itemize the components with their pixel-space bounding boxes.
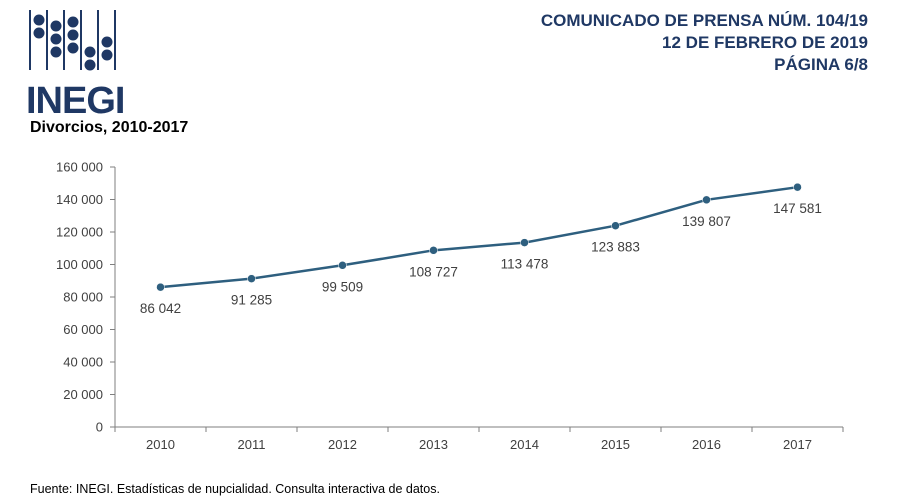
x-tick-label: 2012 — [328, 437, 357, 452]
data-label: 91 285 — [231, 293, 272, 308]
data-point — [338, 261, 347, 270]
series-line — [160, 185, 798, 289]
data-point — [793, 182, 802, 192]
y-tick-label: 60 000 — [63, 322, 103, 337]
data-label: 123 883 — [591, 240, 640, 255]
press-number: COMUNICADO DE PRENSA NÚM. 104/19 — [540, 11, 868, 30]
source-note: Fuente: INEGI. Estadísticas de nupcialid… — [30, 482, 440, 496]
page-number: PÁGINA 6/8 — [774, 55, 868, 74]
y-tick-label: 0 — [96, 420, 103, 435]
x-tick-label: 2015 — [601, 437, 630, 452]
data-point — [429, 246, 438, 255]
y-tick-label: 100 000 — [56, 257, 103, 272]
y-tick-label: 120 000 — [56, 225, 103, 240]
x-tick-label: 2011 — [238, 437, 266, 452]
inegi-logo: INEGI — [26, 8, 126, 120]
y-tick-label: 80 000 — [63, 290, 103, 305]
data-point — [156, 282, 165, 292]
press-header: COMUNICADO DE PRENSA NÚM. 104/19 12 DE F… — [541, 10, 868, 76]
data-label: 113 478 — [501, 257, 549, 272]
x-tick-label: 2010 — [146, 437, 175, 452]
series-divorcios — [156, 182, 802, 292]
data-label: 139 807 — [682, 214, 731, 229]
data-labels: 86 042 91 285 99 509 108 727 113 478 123 883 1… — [140, 201, 822, 316]
data-label: 99 509 — [322, 279, 363, 294]
chart-title: Divorcios, 2010-2017 — [30, 119, 189, 136]
x-tick-label: 2014 — [510, 437, 539, 452]
data-point — [611, 221, 620, 230]
line-chart: 0 20 000 40 000 60 000 80 000 100 000 120 000 1… — [56, 160, 844, 452]
x-tick-label: 2017 — [783, 437, 812, 452]
x-tick-label: 2016 — [692, 437, 721, 452]
y-tick-label: 140 000 — [56, 192, 103, 207]
y-tick-label: 40 000 — [63, 355, 103, 370]
y-tick-label: 20 000 — [63, 387, 103, 402]
data-label: 108 727 — [409, 264, 458, 279]
y-tick-label: 160 000 — [56, 160, 103, 175]
data-point — [520, 238, 529, 247]
inegi-logo-mark — [29, 10, 116, 71]
logo-wordmark: INEGI — [26, 80, 125, 122]
x-axis: 2010 2011 2012 2013 2014 2015 2016 2017 — [114, 426, 844, 452]
y-axis: 0 20 000 40 000 60 000 80 000 100 000 120 000 1… — [56, 160, 116, 435]
data-point — [247, 274, 256, 283]
data-label: 147 581 — [773, 201, 822, 216]
press-date: 12 DE FEBRERO DE 2019 — [662, 33, 868, 52]
x-tick-label: 2013 — [419, 437, 448, 452]
data-label: 86 042 — [140, 301, 181, 316]
data-point — [702, 195, 711, 205]
